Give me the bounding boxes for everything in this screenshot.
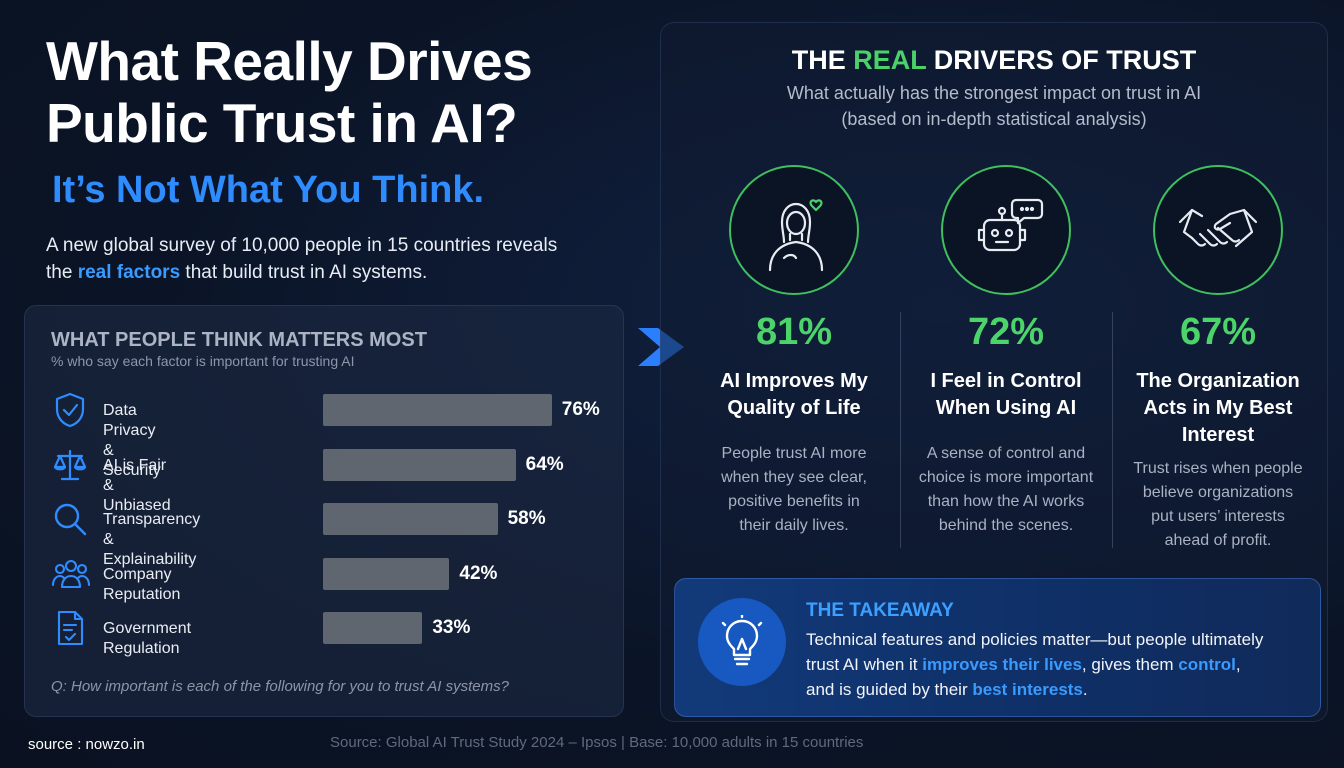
perception-title: WHAT PEOPLE THINK MATTERS MOST — [51, 329, 427, 351]
driver-label-line: Quality of Life — [727, 397, 861, 419]
subtitle: It’s Not What You Think. — [52, 169, 485, 211]
bar-chart: Data Privacy & Security 76% AI is Fair & U… — [0, 0, 600, 657]
intro-highlight: real factors — [77, 262, 181, 283]
intro-line2-pre: the — [46, 262, 78, 283]
bar-category-label: Data Privacy & Security — [103, 402, 161, 479]
handshake-icon — [1153, 165, 1283, 295]
driver-label-line: I Feel in Control — [930, 370, 1082, 392]
column-divider — [900, 312, 901, 548]
intro-line2-post: that build trust in AI systems. — [180, 262, 428, 283]
driver-card: 72% I Feel in Control When Using AI A se… — [901, 165, 1111, 565]
takeaway-text: , gives them — [1081, 655, 1179, 674]
driver-label: I Feel in Control When Using AI — [901, 368, 1111, 422]
bar-value-label: 64% — [525, 453, 564, 475]
driver-description: Trust rises when people believe organiza… — [1113, 457, 1323, 553]
lightbulb-icon — [698, 598, 786, 686]
driver-desc-line: A sense of control and — [926, 445, 1086, 462]
driver-stat: 81% — [755, 311, 833, 353]
drivers-subtitle: What actually has the strongest impact o… — [660, 80, 1328, 132]
takeaway-text: . — [1082, 680, 1088, 699]
takeaway-body: Technical features and policies matter—b… — [806, 627, 1306, 702]
column-divider — [1112, 312, 1113, 548]
takeaway-highlight: improves their lives — [922, 655, 1082, 674]
bar-value-label: 33% — [432, 617, 471, 638]
driver-label-line: Interest — [1181, 424, 1255, 446]
magnifier-icon — [51, 500, 89, 538]
driver-desc-line: behind the scenes. — [938, 517, 1074, 534]
driver-desc-line: when they see clear, — [721, 469, 867, 486]
driver-desc-line: their daily lives. — [739, 517, 849, 534]
main-title: What Really Drives Public Trust in AI? — [46, 30, 533, 154]
takeaway-line3: and is guided by their best interests. — [806, 677, 1306, 702]
bar — [323, 557, 450, 590]
driver-label: The Organization Acts in My Best Interes… — [1113, 368, 1323, 449]
driver-desc-line: People trust AI more — [721, 445, 867, 462]
bar-value-label: 42% — [459, 562, 498, 584]
bar-category-label: Company Reputation — [103, 565, 181, 603]
driver-stat: 72% — [967, 311, 1045, 353]
drivers-title: THE REAL DRIVERS OF TRUST — [660, 44, 1328, 76]
main-title-line2: Public Trust in AI? — [46, 92, 518, 154]
bar-category-label: AI is Fair & Unbiased — [103, 456, 171, 514]
intro-line1: A new global survey of 10,000 people in … — [46, 235, 558, 256]
driver-label-line: The Organization — [1136, 370, 1300, 392]
document-check-icon — [51, 609, 89, 647]
source-watermark: source : nowzo.in — [28, 736, 145, 753]
bar-value-label: 76% — [561, 399, 600, 420]
driver-desc-line: positive benefits in — [728, 493, 860, 510]
bar — [323, 448, 516, 481]
driver-stat: 67% — [1179, 311, 1257, 353]
driver-label-line: When Using AI — [935, 397, 1077, 419]
drivers-title-pre: THE — [791, 45, 854, 75]
intro-text: A new global survey of 10,000 people in … — [46, 232, 626, 286]
drivers-subtitle-line1: What actually has the strongest impact o… — [786, 83, 1202, 103]
takeaway-title: THE TAKEAWAY — [806, 600, 954, 621]
drivers-title-highlight: REAL — [853, 45, 927, 75]
driver-description: A sense of control and choice is more im… — [901, 442, 1111, 538]
bar-value-label: 58% — [507, 508, 546, 529]
takeaway-text: and is guided by their — [806, 680, 973, 699]
driver-card: 81% AI Improves My Quality of Life Peopl… — [689, 165, 899, 565]
bar — [323, 612, 423, 644]
takeaway-highlight: best interests — [972, 680, 1083, 699]
driver-desc-line: put users’ interests — [1151, 508, 1285, 525]
source-citation: Source: Global AI Trust Study 2024 – Ips… — [330, 734, 864, 751]
driver-desc-line: ahead of profit. — [1164, 532, 1272, 549]
drivers-subtitle-line2: (based on in-depth statistical analysis) — [841, 109, 1147, 129]
driver-description: People trust AI more when they see clear… — [689, 442, 899, 538]
driver-card: 67% The Organization Acts in My Best Int… — [1113, 165, 1323, 565]
driver-label-line: AI Improves My — [720, 370, 868, 392]
driver-desc-line: than how the AI works — [927, 493, 1085, 510]
takeaway-text: , — [1235, 655, 1241, 674]
drivers-title-post: DRIVERS OF TRUST — [926, 45, 1197, 75]
takeaway-highlight: control — [1178, 655, 1236, 674]
survey-question: Q: How important is each of the followin… — [51, 678, 509, 695]
main-title-line1: What Really Drives — [46, 30, 533, 92]
bar-category-label: Government Regulation — [103, 620, 192, 657]
driver-desc-line: believe organizations — [1142, 484, 1294, 501]
bar — [323, 394, 552, 426]
driver-desc-line: choice is more important — [918, 469, 1094, 486]
perception-description: % who say each factor is important for t… — [51, 353, 355, 369]
robot-chat-icon — [941, 165, 1071, 295]
scales-icon — [51, 446, 89, 484]
takeaway-line1: Technical features and policies matter—b… — [806, 630, 1264, 649]
driver-desc-line: Trust rises when people — [1133, 460, 1303, 477]
bar — [323, 503, 498, 535]
bar-category-label: Transparency & Explainability — [103, 511, 201, 568]
takeaway-line2: trust AI when it improves their lives, g… — [806, 652, 1306, 677]
driver-label-line: Acts in My Best — [1143, 397, 1293, 419]
shield-check-icon — [51, 391, 89, 429]
driver-label: AI Improves My Quality of Life — [689, 368, 899, 422]
intro-line2: the real factors that build trust in AI … — [46, 259, 626, 286]
takeaway-text: trust AI when it — [806, 655, 923, 674]
person-heart-icon — [729, 165, 859, 295]
people-icon — [51, 555, 91, 593]
